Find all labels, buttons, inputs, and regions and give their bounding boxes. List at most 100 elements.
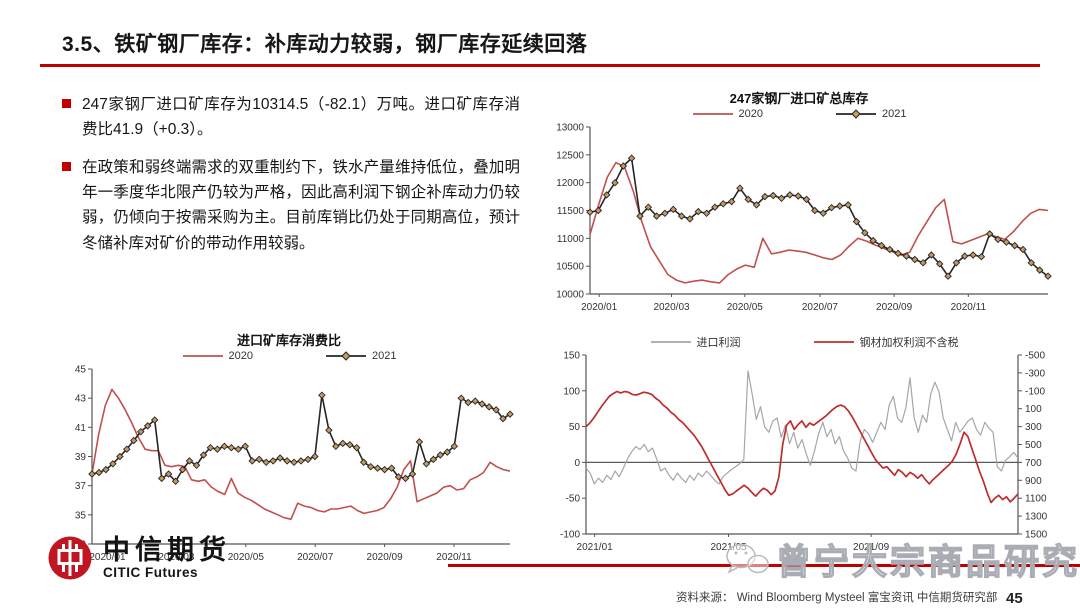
x-tick-label: 2020/07	[802, 302, 839, 313]
legend-item-2021: 2021	[835, 108, 906, 120]
legend-swatch-icon	[692, 113, 733, 115]
data-point-marker	[652, 212, 661, 220]
data-point-marker	[206, 443, 215, 452]
data-point-marker	[332, 442, 340, 451]
logo-text-cn: 中信期货	[103, 535, 231, 566]
x-tick-label: 2021/09	[853, 542, 890, 553]
title-underline	[40, 64, 1040, 67]
data-point-marker	[123, 445, 131, 453]
data-point-marker	[227, 443, 236, 452]
data-point-marker	[1035, 266, 1044, 274]
data-point-marker	[586, 208, 594, 216]
data-point-marker	[506, 410, 514, 418]
data-point-marker	[960, 252, 969, 260]
right-y-tick-label: 500	[1025, 440, 1042, 451]
bullet-square-icon	[62, 162, 71, 172]
right-y-tick-label: 300	[1025, 422, 1042, 433]
data-point-marker	[387, 464, 396, 472]
data-point-marker	[471, 397, 479, 405]
data-point-marker	[886, 245, 894, 254]
series-line-进口利润	[585, 370, 1019, 485]
y-tick-label: 10500	[556, 262, 584, 273]
data-point-marker	[702, 209, 711, 218]
data-point-marker	[297, 457, 305, 465]
y-tick-label: 12000	[556, 178, 584, 189]
x-tick-label: 2020/03	[653, 302, 690, 313]
data-point-marker	[619, 162, 628, 170]
data-point-marker	[827, 203, 836, 212]
data-point-marker	[443, 448, 452, 456]
data-point-marker	[248, 457, 256, 465]
data-point-marker	[339, 439, 347, 448]
data-point-marker	[802, 195, 811, 204]
legend-swatch-icon	[650, 341, 691, 343]
data-point-marker	[844, 201, 852, 209]
data-point-marker	[727, 197, 736, 206]
right-y-tick-label: -300	[1025, 368, 1045, 379]
data-point-marker	[819, 209, 827, 218]
data-point-marker	[143, 422, 152, 430]
data-point-marker	[192, 461, 201, 470]
data-point-marker	[199, 451, 208, 459]
data-point-marker	[769, 191, 777, 200]
data-point-marker	[919, 259, 927, 267]
data-point-marker	[450, 442, 459, 451]
data-point-marker	[164, 470, 173, 478]
series-line-2020	[589, 161, 1049, 284]
data-point-marker	[935, 260, 944, 268]
bullet-item: 247家钢厂进口矿库存为10314.5（-82.1）万吨。进口矿库存消费比41.…	[62, 92, 520, 142]
data-point-marker	[711, 203, 719, 211]
citic-logo-icon	[48, 536, 92, 580]
data-point-marker	[969, 251, 977, 259]
legend-label: 进口利润	[696, 337, 741, 349]
data-point-marker	[744, 195, 752, 204]
data-point-marker	[977, 252, 986, 261]
x-tick-label: 2020/05	[727, 302, 764, 313]
legend-swatch-icon	[813, 341, 854, 343]
data-point-marker	[95, 468, 103, 477]
data-point-marker	[636, 212, 644, 220]
data-point-marker	[677, 212, 686, 220]
data-point-marker	[116, 452, 124, 461]
data-point-marker	[836, 202, 844, 210]
page-title: 3.5、铁矿钢厂库存：补库动力较弱，钢厂库存延续回落	[62, 33, 588, 56]
legend-label: 2020	[738, 108, 763, 120]
y-tick-label: 50	[569, 422, 581, 433]
data-point-marker	[304, 455, 312, 464]
data-point-marker	[492, 406, 500, 414]
data-point-marker	[644, 203, 653, 211]
legend-label: 2020	[228, 350, 253, 362]
data-point-marker	[952, 259, 961, 267]
y-tick-label: 13000	[556, 123, 584, 134]
data-point-marker	[985, 230, 994, 238]
y-tick-label: 41	[75, 423, 87, 434]
chart-legend: 2020 2021	[58, 348, 520, 364]
data-point-marker	[736, 184, 744, 192]
data-point-marker	[811, 206, 819, 215]
series-line-2020	[91, 388, 511, 520]
data-point-marker	[686, 215, 694, 223]
data-point-marker	[485, 403, 493, 411]
source-note: 资料来源： Wind Bloomberg Mysteel 富宝资讯 中信期货研究…	[676, 592, 998, 604]
data-point-marker	[777, 194, 786, 203]
x-tick-label: 2020/09	[876, 302, 913, 313]
chart-canvas: 10000 10500 11000 11500 12000 12500 13000 2020/…	[556, 123, 1052, 313]
series-line-钢材加权利润不含税	[585, 390, 1019, 504]
data-point-marker	[669, 205, 678, 214]
data-point-marker	[380, 465, 389, 474]
data-point-marker	[150, 416, 159, 424]
right-y-tick-label: 1500	[1025, 530, 1048, 541]
legend-item-2021: 2021	[325, 350, 396, 362]
chart-legend: 进口利润 钢材加权利润不含税	[538, 334, 1070, 350]
right-y-tick-label: 900	[1025, 476, 1042, 487]
data-point-marker	[902, 252, 911, 260]
watermark-text: 曾宁大宗商品研究	[775, 542, 1080, 582]
data-point-marker	[1027, 259, 1036, 267]
data-point-marker	[436, 451, 445, 459]
data-point-marker	[283, 457, 291, 465]
legend-swatch-icon	[326, 351, 366, 361]
data-point-marker	[325, 426, 333, 435]
right-y-tick-label: 100	[1025, 404, 1042, 415]
